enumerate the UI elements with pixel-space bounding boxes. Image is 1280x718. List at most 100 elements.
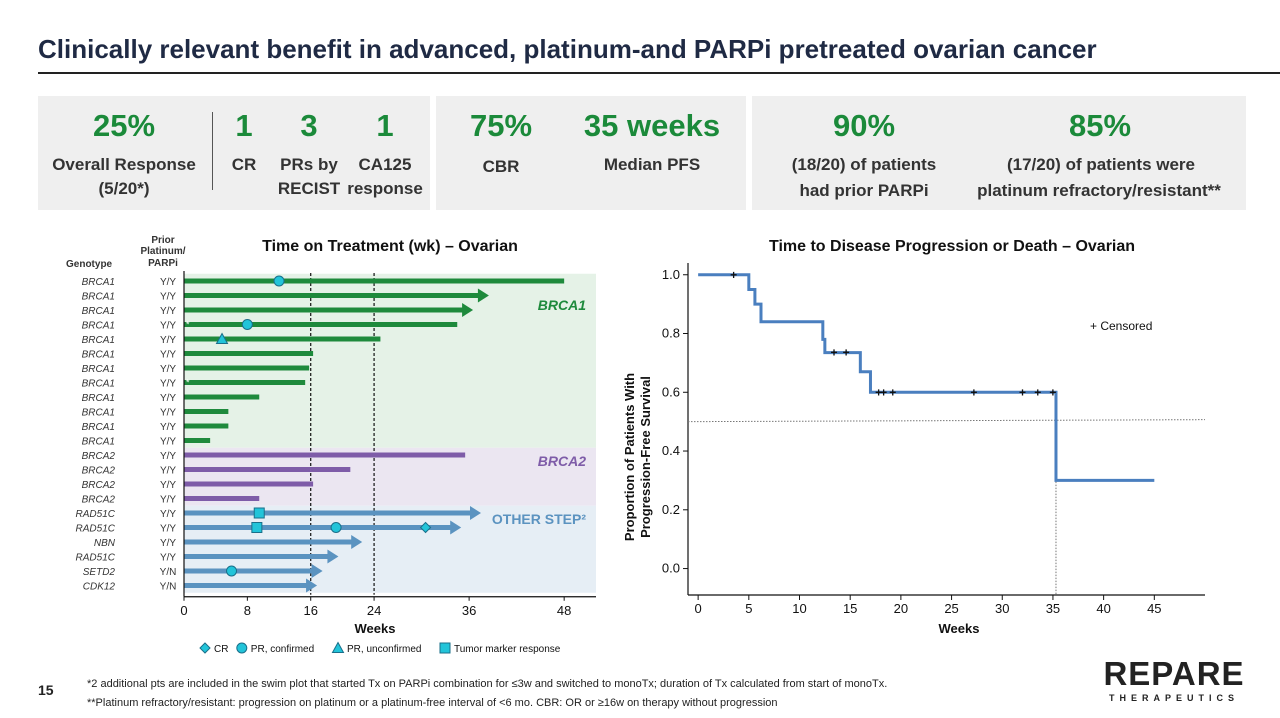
median-line bbox=[687, 419, 1206, 423]
stat-box-prior bbox=[752, 96, 1246, 210]
group-label: BRCA1 bbox=[538, 297, 586, 313]
pr-value: 3 bbox=[300, 108, 318, 143]
treatment-bar bbox=[184, 423, 229, 429]
treatment-bar bbox=[184, 409, 229, 414]
treatment-bar bbox=[184, 336, 381, 342]
prior-label: Y/Y bbox=[160, 408, 176, 419]
pfs-value: 35 weeks bbox=[583, 108, 721, 143]
censored-marker: + bbox=[830, 346, 837, 360]
ongoing-arrow bbox=[306, 578, 318, 593]
ongoing-arrow bbox=[311, 564, 323, 578]
star-marker: * bbox=[186, 378, 190, 388]
censored-marker: + bbox=[970, 385, 977, 399]
genotype-label: BRCA1 bbox=[82, 437, 115, 448]
cr-label: CR bbox=[231, 155, 257, 174]
treatment-bar bbox=[184, 293, 479, 298]
genotype-label: BRCA1 bbox=[82, 364, 115, 375]
treatment-bar bbox=[184, 278, 565, 284]
tumor-marker-response bbox=[251, 522, 263, 533]
treatment-bar bbox=[184, 452, 466, 458]
prior-label: Y/Y bbox=[160, 335, 176, 346]
swimmer-chart-title: Time on Treatment (wk) – Ovarian bbox=[262, 238, 518, 255]
page-title: Clinically relevant benefit in advanced,… bbox=[38, 34, 1097, 64]
y-tick-label: 0.2 bbox=[662, 502, 680, 517]
logo-wordmark: REPARE bbox=[1103, 655, 1245, 692]
censored-marker: + bbox=[880, 385, 887, 399]
tumor-marker-response bbox=[439, 642, 451, 654]
km-y-axis-label: Proportion of Patients With bbox=[622, 373, 637, 541]
ongoing-arrow bbox=[327, 549, 339, 564]
prior-header-1: Prior bbox=[151, 235, 174, 246]
group-band-1 bbox=[184, 273, 596, 448]
overall-response-label: Overall Response bbox=[52, 155, 196, 174]
prior-label: Y/N bbox=[160, 567, 177, 578]
treatment-bar bbox=[184, 568, 313, 574]
stat-divider bbox=[212, 112, 213, 190]
x-tick-label: 0 bbox=[695, 601, 702, 616]
genotype-label: RAD51C bbox=[76, 524, 116, 535]
genotype-label: BRCA2 bbox=[82, 466, 116, 477]
cr-marker bbox=[419, 521, 432, 534]
pr-unconfirmed-marker bbox=[215, 332, 229, 344]
tumor-marker-response bbox=[253, 507, 265, 519]
genotype-label: RAD51C bbox=[76, 509, 116, 520]
prior-label: Y/Y bbox=[160, 350, 176, 361]
cr-marker bbox=[199, 642, 211, 654]
censored-marker: + bbox=[843, 346, 850, 360]
treatment-bar bbox=[184, 539, 353, 545]
ongoing-arrow bbox=[351, 535, 363, 549]
genotype-label: BRCA1 bbox=[82, 306, 115, 317]
title-underline bbox=[38, 72, 1280, 74]
page-number: 15 bbox=[38, 682, 54, 698]
censored-marker: + bbox=[875, 385, 882, 399]
x-tick-label: 45 bbox=[1147, 601, 1161, 616]
y-tick-label: 0.8 bbox=[662, 326, 680, 341]
parpi-label: (18/20) of patients bbox=[791, 155, 937, 174]
pr-confirmed-marker bbox=[226, 565, 238, 577]
censored-marker: + bbox=[889, 385, 896, 399]
treatment-bar bbox=[184, 467, 351, 472]
group-label: OTHER STEP² bbox=[492, 511, 586, 527]
star-marker: * bbox=[186, 320, 190, 330]
prior-label: Y/Y bbox=[160, 509, 176, 520]
km-survival-curve bbox=[698, 273, 1155, 482]
legend-label: PR, confirmed bbox=[251, 644, 314, 655]
km-legend-censored: + Censored bbox=[1090, 319, 1152, 333]
genotype-label: RAD51C bbox=[76, 553, 116, 564]
genotype-label: BRCA1 bbox=[82, 335, 115, 346]
treatment-bar bbox=[184, 481, 314, 487]
parpi-label-2: had prior PARPi bbox=[799, 181, 929, 200]
x-tick-label: 40 bbox=[1096, 601, 1110, 616]
treatment-bar bbox=[184, 365, 310, 371]
pr-label-recist: RECIST bbox=[277, 179, 341, 198]
overall-response-count: (5/20*) bbox=[98, 179, 150, 198]
stat-box-cbr bbox=[436, 96, 746, 210]
pr-label: PRs by bbox=[280, 155, 338, 174]
genotype-label: BRCA2 bbox=[82, 480, 116, 491]
censored-marker: + bbox=[1019, 385, 1026, 399]
overall-response-value: 25% bbox=[92, 108, 156, 143]
x-tick-label: 0 bbox=[180, 603, 187, 618]
ongoing-arrow bbox=[477, 288, 489, 303]
genotype-label: CDK12 bbox=[83, 582, 116, 593]
ongoing-arrow bbox=[450, 520, 462, 535]
ongoing-arrow bbox=[462, 303, 474, 317]
treatment-bar bbox=[184, 307, 464, 313]
treatment-bar bbox=[184, 394, 260, 400]
stat-box-response bbox=[38, 96, 430, 210]
treatment-bar bbox=[184, 554, 329, 559]
x-tick-label: 30 bbox=[995, 601, 1009, 616]
swimmer-x-axis-label: Weeks bbox=[355, 621, 396, 636]
swimmer-plot: BRCA1 BRCA2 OTHER STEP² BRCA1 Y/Y BRCA1 Y/Y BR… bbox=[66, 235, 596, 655]
pr-confirmed-marker bbox=[330, 522, 342, 533]
prior-label: Y/Y bbox=[160, 306, 176, 317]
cr-value: 1 bbox=[235, 108, 253, 143]
cbr-value: 75% bbox=[469, 108, 533, 143]
x-tick-label: 48 bbox=[557, 603, 571, 618]
pr-confirmed-marker bbox=[236, 642, 248, 654]
genotype-label: BRCA1 bbox=[82, 277, 115, 288]
genotype-label: BRCA2 bbox=[82, 495, 116, 506]
x-tick-label: 10 bbox=[792, 601, 806, 616]
platinum-label-2: platinum refractory/resistant** bbox=[977, 181, 1221, 200]
treatment-bar bbox=[184, 351, 314, 356]
